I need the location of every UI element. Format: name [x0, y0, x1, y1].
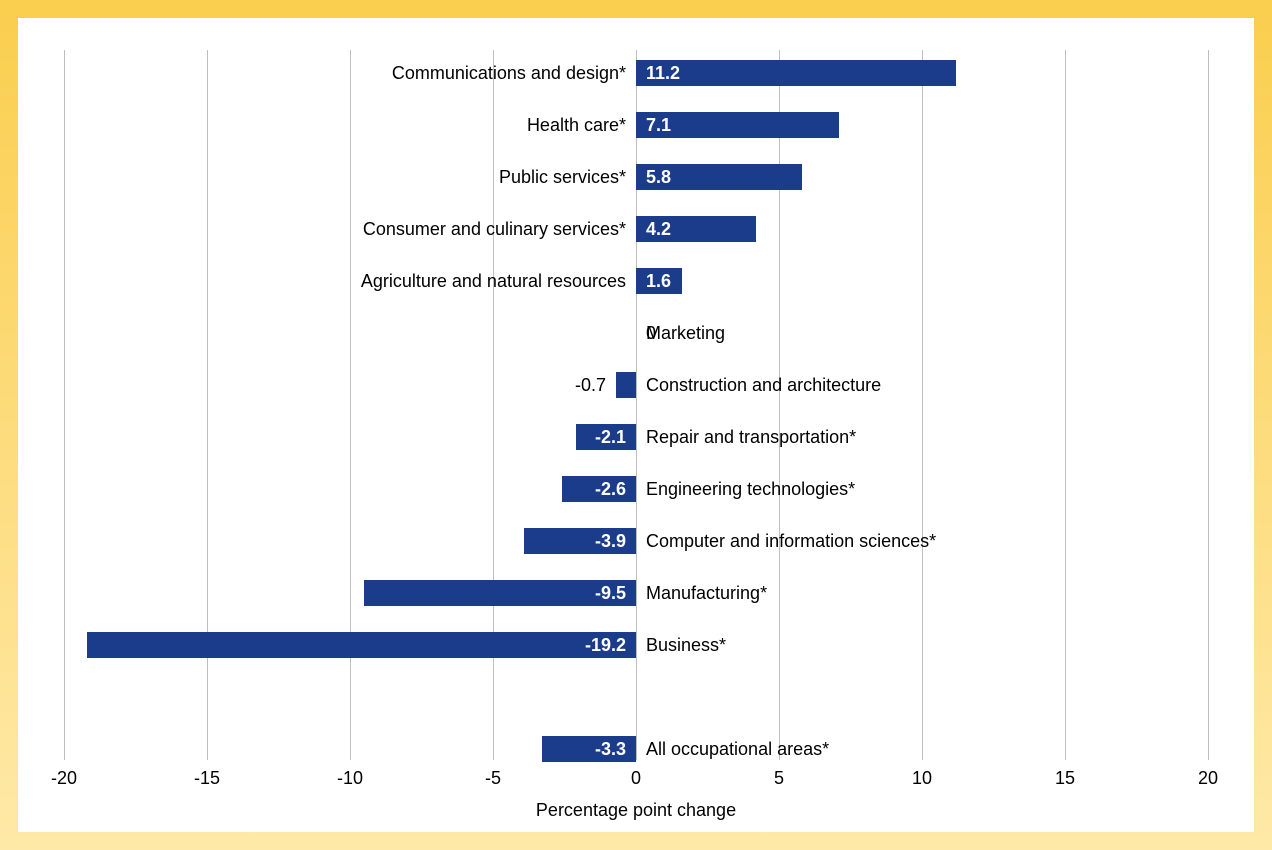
category-label: Marketing — [646, 323, 725, 344]
category-label: Computer and information sciences* — [646, 531, 936, 552]
category-label: Communications and design* — [392, 63, 626, 84]
x-axis-label: Percentage point change — [536, 800, 736, 821]
gridline — [64, 50, 65, 760]
category-label: Construction and architecture — [646, 375, 881, 396]
value-label: -2.6 — [595, 479, 626, 500]
category-label: Consumer and culinary services* — [363, 219, 626, 240]
category-label: Repair and transportation* — [646, 427, 856, 448]
x-tick-label: -5 — [485, 768, 501, 789]
gridline — [1208, 50, 1209, 760]
category-label: Manufacturing* — [646, 583, 767, 604]
x-tick-label: -20 — [51, 768, 77, 789]
gridline — [1065, 50, 1066, 760]
category-label: Health care* — [527, 115, 626, 136]
value-label: 1.6 — [646, 271, 671, 292]
x-tick-label: 0 — [631, 768, 641, 789]
value-label: -3.3 — [595, 739, 626, 760]
category-label: Public services* — [499, 167, 626, 188]
value-label: 5.8 — [646, 167, 671, 188]
value-label: -2.1 — [595, 427, 626, 448]
gridline — [779, 50, 780, 760]
gridline — [922, 50, 923, 760]
bar — [636, 60, 956, 86]
x-tick-label: 20 — [1198, 768, 1218, 789]
category-label: All occupational areas* — [646, 739, 829, 760]
x-tick-label: 15 — [1055, 768, 1075, 789]
value-label: -19.2 — [585, 635, 626, 656]
value-label: 0 — [646, 323, 656, 344]
value-label: -3.9 — [595, 531, 626, 552]
category-label: Business* — [646, 635, 726, 656]
gridline — [636, 50, 637, 760]
x-tick-label: -10 — [337, 768, 363, 789]
bar — [87, 632, 636, 658]
x-tick-label: 5 — [774, 768, 784, 789]
chart-frame: -20 -15 -10 -5 0 5 10 15 20 Percentage point chan… — [0, 0, 1272, 850]
value-label: 11.2 — [646, 63, 680, 84]
value-label: -0.7 — [575, 375, 606, 396]
value-label: 4.2 — [646, 219, 671, 240]
value-label: -9.5 — [595, 583, 626, 604]
x-tick-label: 10 — [912, 768, 932, 789]
value-label: 7.1 — [646, 115, 671, 136]
bar — [616, 372, 636, 398]
x-tick-label: -15 — [194, 768, 220, 789]
category-label: Agriculture and natural resources — [361, 271, 626, 292]
category-label: Engineering technologies* — [646, 479, 855, 500]
